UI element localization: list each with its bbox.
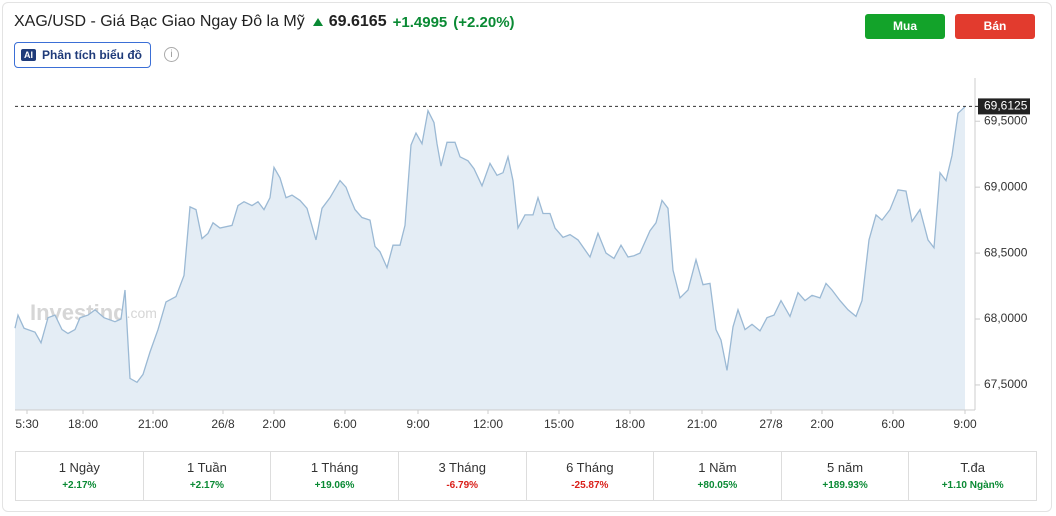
period-label: 1 Tháng [310,460,359,475]
x-tick-label: 2:00 [262,417,286,431]
change-percent: (+2.20%) [453,13,515,31]
period-change: +80.05% [697,480,738,491]
y-tick-label: 69,5000 [984,113,1028,127]
change: +1.4995 [392,13,448,31]
chart: Investing.com67,500068,000068,500069,000… [14,78,1030,431]
period-cell[interactable]: 1 Ngày +2.17% [16,452,144,500]
x-tick-label: 15:00 [544,417,574,431]
y-tick-label: 68,5000 [984,245,1028,259]
info-icon[interactable]: i [164,47,179,62]
period-label: 1 Năm [698,460,737,475]
period-label: 1 Ngày [58,460,100,475]
x-tick-label: 18:00 [615,417,645,431]
period-cell[interactable]: 5 năm +189.93% [782,452,910,500]
period-cell[interactable]: 1 Tháng +19.06% [271,452,399,500]
period-table: 1 Ngày +2.17% 1 Tuần +2.17% 1 Tháng +19.06% 3 … [15,451,1037,501]
period-label: 5 năm [826,460,864,475]
x-tick-label: 9:00 [953,417,977,431]
header: XAG/USD - Giá Bạc Giao Ngay Đô la Mỹ 69.… [14,13,515,31]
period-label: 6 Tháng [566,460,614,475]
x-tick-label: 9:00 [406,417,430,431]
analysis-button[interactable]: AI Phân tích biểu đồ [14,42,152,68]
last-price-label: 69,6125 [984,99,1028,113]
price-line [14,106,966,384]
period-change: -25.87% [571,480,609,491]
ai-badge: AI [21,49,36,61]
y-tick-label: 68,0000 [984,311,1028,325]
up-arrow [312,18,323,26]
period-cell[interactable]: T.đa +1.10 Ngàn% [909,452,1036,500]
area-fill [15,106,965,410]
period-change: +2.17% [189,480,225,491]
x-tick-label: 18:00 [68,417,98,431]
period-label: T.đa [960,460,985,475]
period-change: +1.10 Ngàn% [941,480,1004,491]
y-tick-label: 67,5000 [984,377,1028,391]
analysis-label: Phân tích biểu đồ [42,48,143,62]
sell-button[interactable]: Bán [955,14,1035,39]
x-tick-label: 6:00 [333,417,357,431]
price: 69.6165 [328,13,387,30]
watermark-suffix: .com [127,305,157,321]
period-label: 3 Tháng [438,460,486,475]
x-tick-label: 27/8 [759,417,783,431]
x-tick-label: 21:00 [138,417,168,431]
x-tick-label: 5:30 [15,417,39,431]
period-change: -6.79% [446,480,479,491]
period-cell[interactable]: 1 Tuần +2.17% [144,452,272,500]
x-tick-label: 12:00 [473,417,503,431]
last-price-box [978,98,1030,115]
x-tick-label: 21:00 [687,417,717,431]
period-cell[interactable]: 1 Năm +80.05% [654,452,782,500]
period-cell[interactable]: 3 Tháng -6.79% [399,452,527,500]
period-label: 1 Tuần [187,460,227,475]
x-tick-label: 2:00 [810,417,834,431]
period-change: +19.06% [314,480,355,491]
instrument-title: XAG/USD - Giá Bạc Giao Ngay Đô la Mỹ [14,13,305,30]
x-tick-label: 6:00 [881,417,905,431]
x-tick-label: 26/8 [211,417,235,431]
period-change: +2.17% [62,480,97,491]
period-change: +189.93% [822,480,868,491]
buy-button[interactable]: Mua [865,14,945,39]
y-tick-label: 69,0000 [984,179,1028,193]
period-cell[interactable]: 6 Tháng -25.87% [527,452,655,500]
